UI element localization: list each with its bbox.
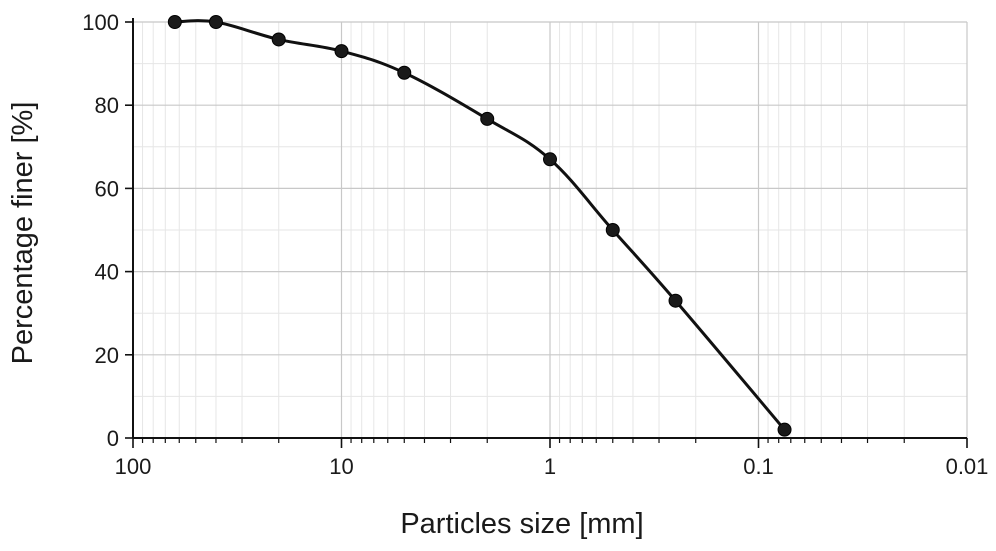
x-tick-label: 0.1 (743, 454, 774, 479)
y-axis-label: Percentage finer [%] (7, 102, 39, 365)
data-point (208, 15, 223, 29)
x-tick-label: 1 (544, 454, 556, 479)
y-tick-label: 20 (95, 343, 119, 368)
y-tick-label: 40 (95, 260, 119, 285)
data-point (397, 65, 412, 80)
y-tick-label: 100 (82, 10, 119, 35)
data-point (480, 111, 495, 126)
x-tick-label: 0.01 (946, 454, 989, 479)
data-point (605, 223, 620, 237)
x-tick-label: 100 (115, 454, 152, 479)
data-series (167, 15, 792, 437)
data-point (167, 15, 182, 29)
data-point (334, 44, 349, 59)
x-axis-label: Particles size [mm] (400, 508, 643, 540)
data-point (668, 293, 683, 308)
data-point (543, 152, 557, 167)
series-line (174, 19, 786, 431)
data-point (777, 422, 792, 437)
y-tick-label: 60 (95, 176, 119, 201)
y-tick-label: 80 (95, 93, 119, 118)
grid (132, 21, 968, 439)
axes (125, 18, 968, 448)
x-tick-label: 10 (329, 454, 353, 479)
tick-labels: 100 10 1 0.1 0.01 0 20 40 60 80 100 (82, 10, 988, 479)
y-tick-label: 0 (107, 426, 119, 451)
data-point (271, 32, 286, 47)
